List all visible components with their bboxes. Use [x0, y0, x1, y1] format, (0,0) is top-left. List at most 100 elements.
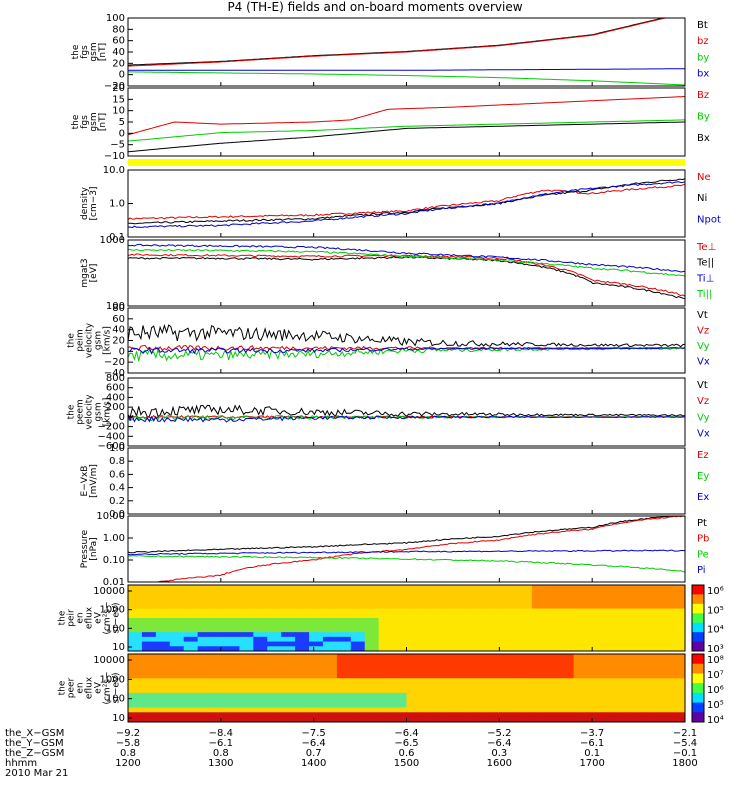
y-tick-label: −5 [110, 140, 125, 151]
heatmap-cell [559, 622, 575, 628]
heatmap-cell [197, 692, 213, 699]
heatmap-cell [211, 622, 226, 628]
heatmap-cell [587, 641, 602, 647]
heatmap-cell [183, 707, 199, 713]
series-line [127, 17, 685, 67]
heatmap-cell [309, 692, 324, 699]
y-tick-label: −400 [98, 431, 125, 442]
heatmap-cell [350, 702, 366, 708]
heatmap-cell [629, 632, 644, 638]
heatmap-cell [587, 636, 602, 643]
y-tick-label: 100 [106, 694, 125, 705]
heatmap-cell [643, 668, 658, 674]
heatmap-cell [462, 603, 477, 610]
heatmap-cell [309, 712, 324, 718]
series-line [128, 71, 686, 86]
heatmap-cell [322, 603, 338, 610]
heatmap-cell [350, 717, 366, 723]
heatmap-cell [476, 717, 491, 723]
heatmap-cell [183, 678, 199, 684]
heatmap-cell [253, 697, 268, 704]
heatmap-cell [141, 608, 157, 614]
heatmap-cell [225, 603, 240, 610]
heatmap-cell [155, 678, 171, 684]
heatmap-cell [155, 618, 171, 624]
heatmap-cell [615, 585, 630, 591]
heatmap-cell [197, 618, 213, 624]
heatmap-cell [378, 622, 394, 628]
heatmap-cell [643, 599, 658, 605]
heatmap-cell [350, 632, 366, 638]
heatmap-cell [364, 712, 380, 718]
panel-frame [127, 447, 686, 515]
heatmap-cell [253, 717, 268, 723]
heatmap-cell [309, 613, 324, 619]
x-axis-tick-label: −9.2 [116, 728, 140, 739]
heatmap-cell [183, 654, 199, 660]
heatmap-cell [169, 692, 185, 699]
heatmap-cell [253, 668, 268, 674]
legend-entry: Npot [697, 214, 721, 225]
heatmap-cell [448, 678, 463, 684]
heatmap-cell [615, 668, 630, 674]
figure-title: P4 (TH-E) fields and on-board moments ov… [227, 0, 523, 14]
y-tick-label: 10.0 [103, 165, 125, 176]
heatmap-cell [406, 678, 421, 684]
heatmap-cell [128, 613, 143, 619]
heatmap-cell [392, 594, 407, 600]
heatmap-cell [336, 673, 352, 679]
heatmap-cell [169, 632, 185, 638]
heatmap-cell [183, 717, 199, 723]
heatmap-cell [657, 641, 672, 647]
heatmap-cell [155, 589, 171, 595]
heatmap-cell [267, 673, 282, 679]
y-tick-label: 0.6 [109, 469, 125, 480]
heatmap-cell [141, 668, 157, 674]
y-axis-label: the fgs gsm [nT] [71, 42, 108, 61]
heatmap-cell [169, 668, 185, 674]
heatmap-cell [531, 663, 547, 670]
heatmap-cell [503, 627, 519, 633]
heatmap-cell [545, 632, 561, 638]
heatmap-cell [225, 589, 240, 595]
y-tick-label: 0.1 [109, 232, 125, 243]
y-axis-label-line: peer [67, 677, 77, 698]
y-axis-label: the peer en eflux eV (cm²s− sr−eV) [58, 671, 122, 704]
heatmap-cell [253, 683, 268, 689]
x-axis-tick-label: 0.1 [584, 748, 600, 759]
heatmap-cell [364, 613, 380, 619]
heatmap-cell [378, 594, 394, 600]
heatmap-cell [559, 646, 575, 652]
heatmap-cell [169, 646, 185, 652]
heatmap-cell [211, 608, 226, 614]
colorbar-swatch [692, 613, 704, 624]
heatmap-cell [462, 668, 477, 674]
heatmap-cell [448, 636, 463, 643]
heatmap-cell [448, 702, 463, 708]
x-axis-tick-label: 1200 [115, 758, 140, 769]
heatmap-cell [295, 663, 310, 670]
heatmap-cell [615, 673, 630, 679]
heatmap-cell [225, 618, 240, 624]
heatmap-cell [309, 673, 324, 679]
heatmap-cell [615, 654, 630, 660]
colorbar-tick-label: 10⁴ [707, 625, 724, 636]
heatmap-cell [364, 603, 380, 610]
series-line [127, 515, 685, 554]
heatmap-cell [211, 646, 226, 652]
heatmap-cell [657, 658, 672, 665]
heatmap-cell [267, 608, 282, 614]
series-line [127, 121, 685, 153]
panel-frame [127, 239, 686, 307]
heatmap-cell [295, 622, 310, 628]
heatmap-cell [378, 585, 394, 591]
heatmap-cell [476, 599, 491, 605]
heatmap-cell [545, 603, 561, 610]
heatmap-cell [392, 692, 407, 699]
heatmap-cell [155, 717, 171, 723]
series-line [127, 253, 686, 297]
y-axis-label-line: density [80, 186, 90, 220]
heatmap-cell [169, 608, 185, 614]
y-axis-label-line: Pressure [80, 529, 90, 568]
